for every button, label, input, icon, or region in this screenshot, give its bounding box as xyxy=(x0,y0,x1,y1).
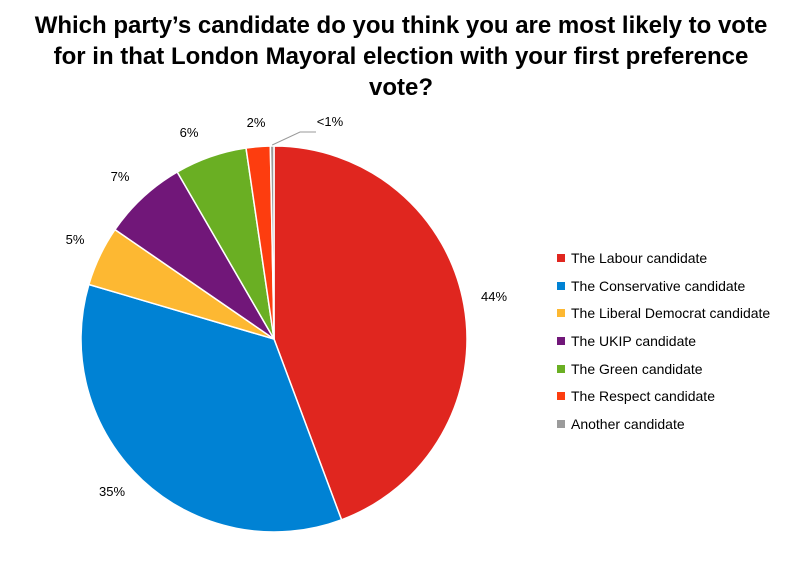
legend-item-the-labour-candidate: The Labour candidate xyxy=(557,244,770,272)
legend-swatch xyxy=(557,281,565,290)
legend-item-the-liberal-democrat-candidate: The Liberal Democrat candidate xyxy=(557,299,770,327)
legend-swatch xyxy=(557,336,565,345)
data-label-another-candidate: <1% xyxy=(317,114,344,129)
legend-swatch xyxy=(557,392,565,401)
legend-item-the-green-candidate: The Green candidate xyxy=(557,355,770,383)
pie-slices xyxy=(80,145,468,533)
legend-label: The Respect candidate xyxy=(571,388,715,405)
data-label-the-liberal-democrat-candidate: 5% xyxy=(66,232,85,247)
legend-swatch xyxy=(557,419,565,428)
legend: The Labour candidate The Conservative can… xyxy=(557,244,770,438)
legend-item-the-ukip-candidate: The UKIP candidate xyxy=(557,327,770,355)
legend-label: Another candidate xyxy=(571,415,685,432)
chart-title: Which party’s candidate do you think you… xyxy=(34,12,768,101)
data-label-the-ukip-candidate: 7% xyxy=(111,169,130,184)
pie-slice-another-candidate xyxy=(269,145,275,340)
data-labels: 44% 35% 5% 7% 6% 2% <1% xyxy=(66,114,508,499)
data-label-the-conservative-candidate: 35% xyxy=(99,484,125,499)
legend-item-another-candidate: Another candidate xyxy=(557,410,770,438)
pie-slice-the-conservative-candidate xyxy=(80,283,343,533)
legend-label: The Green candidate xyxy=(571,360,703,377)
legend-item-the-conservative-candidate: The Conservative candidate xyxy=(557,272,770,300)
data-label-the-green-candidate: 6% xyxy=(180,125,199,140)
legend-swatch xyxy=(557,253,565,262)
legend-swatch xyxy=(557,364,565,373)
data-label-the-respect-candidate: 2% xyxy=(247,115,266,130)
legend-label: The UKIP candidate xyxy=(571,332,697,349)
legend-item-the-respect-candidate: The Respect candidate xyxy=(557,382,770,410)
legend-label: The Conservative candidate xyxy=(571,277,746,294)
data-label-the-labour-candidate: 44% xyxy=(481,289,507,304)
leader-line-another-candidate xyxy=(271,131,316,146)
legend-swatch xyxy=(557,309,565,318)
pie-slice-the-labour-candidate xyxy=(273,145,468,521)
leader-lines xyxy=(271,131,316,146)
legend-label: The Liberal Democrat candidate xyxy=(571,305,771,322)
legend-label: The Labour candidate xyxy=(571,249,708,266)
